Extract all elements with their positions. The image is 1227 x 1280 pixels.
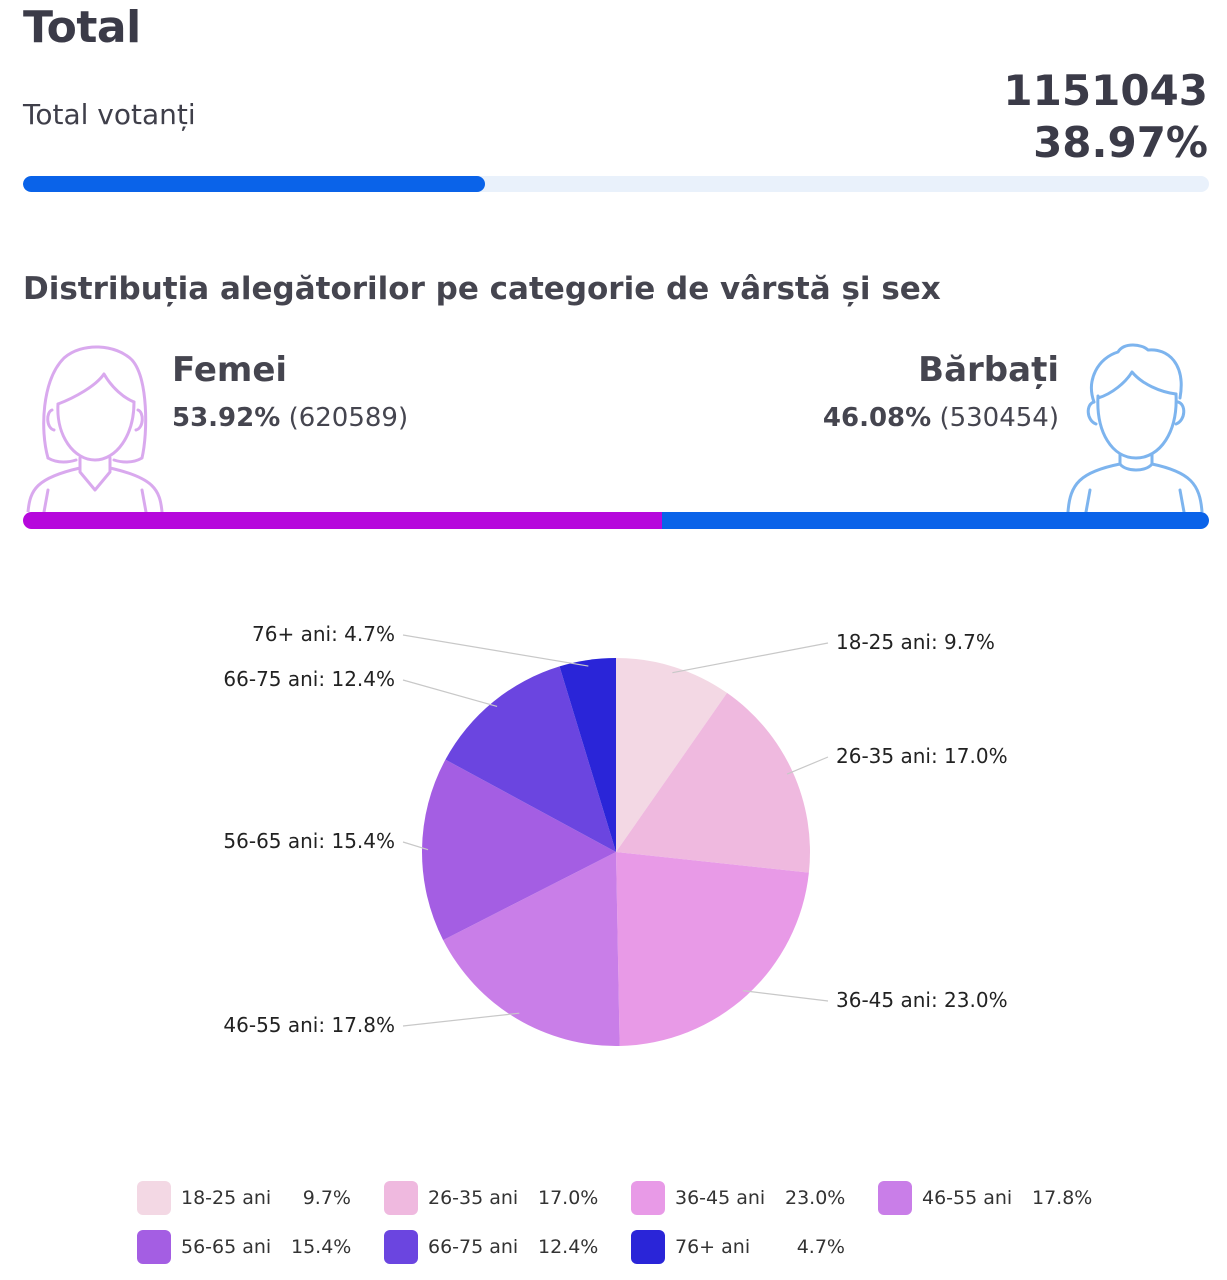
- legend-value: 17.8%: [1032, 1187, 1093, 1209]
- female-percent: 53.92%: [172, 403, 281, 433]
- section-title: Distribuția alegătorilor pe categorie de…: [23, 271, 941, 307]
- legend-label: 36-45 ani: [675, 1187, 766, 1209]
- legend-label: 66-75 ani: [428, 1236, 519, 1258]
- legend-swatch: [384, 1181, 418, 1215]
- legend-item[interactable]: 56-65 ani 15.4%: [137, 1229, 351, 1265]
- age-distribution-pie-chart: 18-25 ani: 9.7% 26-35 ani: 17.0% 36-45 ani…: [223, 622, 1008, 1046]
- legend-label: 26-35 ani: [428, 1187, 519, 1209]
- legend-value: 12.4%: [538, 1236, 599, 1258]
- pie-leader-line-4: [402, 1012, 520, 1027]
- pie-slice-4[interactable]: [443, 852, 620, 1046]
- legend-item[interactable]: 26-35 ani 17.0%: [384, 1180, 598, 1216]
- legend-swatch: [631, 1181, 665, 1215]
- female-share-bar: [23, 512, 663, 529]
- legend-value: 9.7%: [302, 1187, 351, 1209]
- female-stats: 53.92% (620589): [172, 403, 408, 433]
- pie-slice-label-5: 56-65 ani: 15.4%: [223, 829, 395, 853]
- total-voters-percent: 38.97%: [1033, 118, 1208, 167]
- legend-item[interactable]: 18-25 ani 9.7%: [137, 1180, 351, 1216]
- male-stats: 46.08% (530454): [823, 403, 1059, 433]
- legend-value: 4.7%: [796, 1236, 845, 1258]
- legend-item[interactable]: 36-45 ani 23.0%: [631, 1180, 845, 1216]
- legend-swatch: [137, 1230, 171, 1264]
- page-title: Total: [23, 2, 141, 53]
- pie-slice-label-4: 46-55 ani: 17.8%: [223, 1013, 395, 1037]
- legend-swatch: [631, 1230, 665, 1264]
- male-label: Bărbați: [918, 350, 1059, 390]
- pie-leader-line-2: [786, 756, 829, 775]
- pie-leader-line-7: [402, 634, 589, 667]
- legend-swatch: [137, 1181, 171, 1215]
- pie-leader-line-1: [672, 642, 829, 674]
- total-voters-label: Total votanți: [23, 98, 196, 131]
- pie-slice-5[interactable]: [421, 759, 616, 941]
- male-percent: 46.08%: [822, 403, 932, 433]
- legend-swatch: [878, 1181, 912, 1215]
- pie-leader-line-5: [402, 841, 429, 851]
- pie-slice-1[interactable]: [616, 658, 728, 852]
- legend-value: 17.0%: [538, 1187, 599, 1209]
- legend-label: 56-65 ani: [181, 1236, 272, 1258]
- pie-slice-2[interactable]: [616, 692, 810, 873]
- legend-item[interactable]: 46-55 ani 17.8%: [878, 1180, 1092, 1216]
- legend-item[interactable]: 66-75 ani 12.4%: [384, 1229, 598, 1265]
- male-avatar-icon: [1064, 340, 1206, 514]
- pie-slice-6[interactable]: [445, 666, 616, 852]
- legend-value: 23.0%: [785, 1187, 846, 1209]
- gender-distribution-bar: [23, 512, 1209, 529]
- legend-label: 76+ ani: [675, 1236, 751, 1258]
- pie-slice-7[interactable]: [559, 658, 616, 852]
- pie-slice-label-1: 18-25 ani: 9.7%: [836, 630, 995, 654]
- legend-label: 46-55 ani: [922, 1187, 1013, 1209]
- pie-leader-line-3: [742, 990, 829, 1002]
- turnout-progress-fill: [23, 176, 486, 192]
- female-label: Femei: [172, 350, 288, 390]
- total-voters-count: 1151043: [1003, 66, 1208, 115]
- pie-slice-label-3: 36-45 ani: 23.0%: [836, 988, 1008, 1012]
- legend-item[interactable]: 76+ ani 4.7%: [631, 1229, 845, 1265]
- pie-slice-3[interactable]: [616, 852, 809, 1046]
- male-count: (530454): [939, 403, 1059, 433]
- pie-slice-label-2: 26-35 ani: 17.0%: [836, 744, 1008, 768]
- turnout-progress-bar: [23, 176, 1209, 192]
- legend-label: 18-25 ani: [181, 1187, 272, 1209]
- female-count: (620589): [288, 403, 409, 433]
- pie-slice-label-7: 76+ ani: 4.7%: [252, 622, 395, 646]
- male-share-bar: [662, 512, 1209, 529]
- legend-value: 15.4%: [291, 1236, 352, 1258]
- pie-slice-label-6: 66-75 ani: 12.4%: [223, 667, 395, 691]
- pie-leader-line-6: [402, 679, 498, 707]
- legend-swatch: [384, 1230, 418, 1264]
- female-avatar-icon: [24, 340, 166, 514]
